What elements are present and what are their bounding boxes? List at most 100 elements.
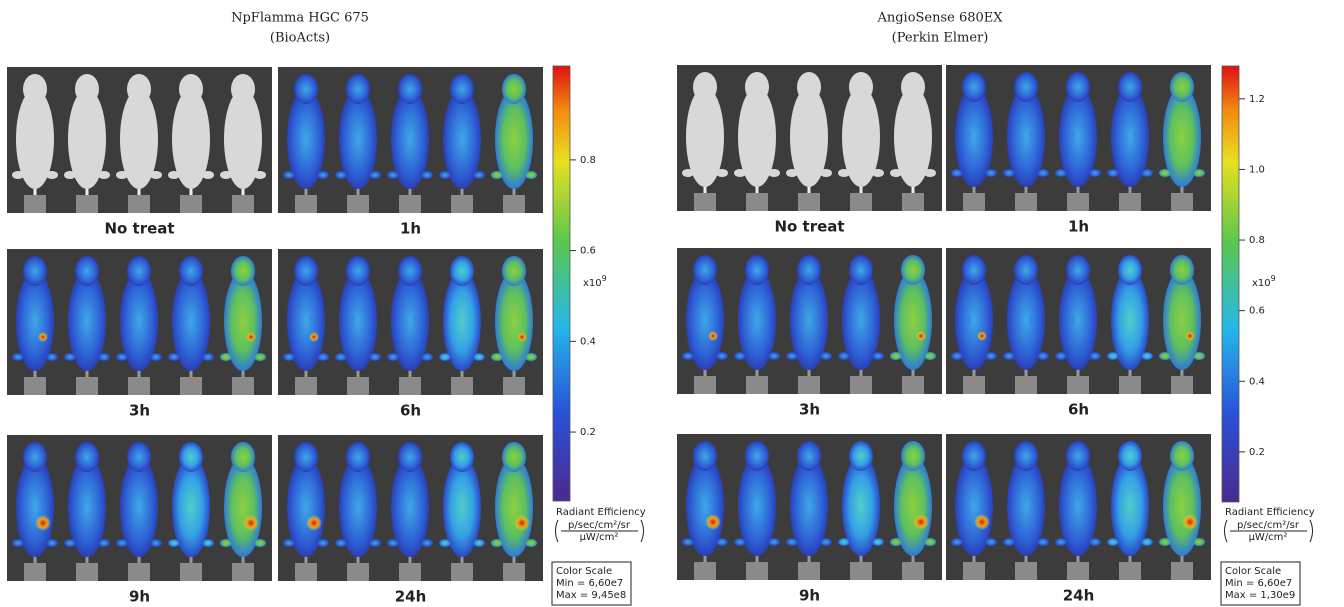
image-tile xyxy=(7,435,272,581)
colorbar-tick-label: 0.8 xyxy=(1249,235,1265,246)
pedestal xyxy=(746,193,768,211)
mouse-head xyxy=(1014,441,1038,471)
mouse-paw xyxy=(734,352,746,360)
mouse-body xyxy=(1111,87,1149,187)
mouse-head xyxy=(450,256,474,286)
mouse-paw xyxy=(116,353,128,361)
mouse-head xyxy=(901,441,925,471)
mouse-body xyxy=(738,87,776,187)
mouse-head xyxy=(849,255,873,285)
mouse-head xyxy=(502,256,526,286)
mouse-head xyxy=(294,74,318,104)
colorbar-label: Radiant Efficiency xyxy=(556,507,646,518)
mouse-head xyxy=(693,441,717,471)
mouse-head xyxy=(179,256,203,286)
mouse-head xyxy=(231,442,255,472)
multiplier-exponent: 9 xyxy=(602,274,607,283)
mouse-paw xyxy=(387,171,399,179)
mouse-paw xyxy=(768,538,780,546)
hot-spot xyxy=(1182,514,1198,530)
tile-label: 1h xyxy=(400,220,421,238)
hot-spot xyxy=(977,331,987,341)
mouse-head xyxy=(849,441,873,471)
mouse-paw xyxy=(387,353,399,361)
mouse-paw xyxy=(1003,538,1015,546)
mouse-paw xyxy=(820,169,832,177)
mouse-paw xyxy=(46,353,58,361)
pedestal xyxy=(1067,376,1089,394)
mouse-head xyxy=(127,442,151,472)
mouse-paw xyxy=(150,353,162,361)
pedestal xyxy=(746,376,768,394)
panel-title: NpFlamma HGC 675 xyxy=(231,11,369,26)
mouse-paw xyxy=(525,171,537,179)
mouse-head xyxy=(398,442,422,472)
mouse-paw xyxy=(525,539,537,547)
mouse-paw xyxy=(1193,538,1205,546)
mouse-paw xyxy=(116,539,128,547)
colorbar-tick-label: 0.4 xyxy=(580,336,596,347)
mouse-body xyxy=(738,456,776,556)
pedestal xyxy=(694,562,716,580)
mouse-paw xyxy=(369,171,381,179)
mouse-head xyxy=(797,255,821,285)
mouse-head xyxy=(1066,72,1090,102)
mouse-paw xyxy=(1055,352,1067,360)
mouse-paw xyxy=(1089,538,1101,546)
mouse-body xyxy=(339,271,377,371)
pedestal xyxy=(295,563,317,581)
mouse-paw xyxy=(46,539,58,547)
pedestal xyxy=(850,562,872,580)
mouse-body xyxy=(172,271,210,371)
mouse-paw xyxy=(254,171,266,179)
pedestal xyxy=(180,563,202,581)
mouse-body xyxy=(224,457,262,557)
color-scale-title: Color Scale xyxy=(556,566,612,577)
mouse-head xyxy=(745,255,769,285)
pedestal xyxy=(746,562,768,580)
mouse-paw xyxy=(786,538,798,546)
mouse-body xyxy=(16,89,54,189)
image-tile xyxy=(946,65,1211,211)
mouse-paw xyxy=(716,538,728,546)
mouse-paw xyxy=(1037,169,1049,177)
pedestal xyxy=(128,195,150,213)
mouse-paw xyxy=(421,353,433,361)
mouse-body xyxy=(955,456,993,556)
mouse-head xyxy=(962,72,986,102)
hot-spot xyxy=(974,514,990,530)
mouse-paw xyxy=(682,538,694,546)
mouse-paw xyxy=(890,169,902,177)
mouse-paw xyxy=(98,353,110,361)
mouse-body xyxy=(1111,456,1149,556)
pedestal xyxy=(24,377,46,395)
mouse-paw xyxy=(985,169,997,177)
unit-denominator: µW/cm² xyxy=(580,532,619,543)
mouse-paw xyxy=(491,353,503,361)
mouse-head xyxy=(231,74,255,104)
pedestal xyxy=(694,376,716,394)
mouse-paw xyxy=(890,352,902,360)
mouse-paw xyxy=(820,538,832,546)
colorbar-tick-label: 0.2 xyxy=(580,427,596,438)
tile-label: 1h xyxy=(1068,218,1089,236)
mouse-body xyxy=(1163,456,1201,556)
mouse-body xyxy=(287,89,325,189)
color-scale-min: Min = 6,60e7 xyxy=(1225,578,1292,589)
mouse-body xyxy=(120,271,158,371)
mouse-paw xyxy=(1159,538,1171,546)
hot-spot xyxy=(913,514,929,530)
mouse-paw xyxy=(421,539,433,547)
pedestal xyxy=(963,562,985,580)
mouse-paw xyxy=(924,352,936,360)
mouse-body xyxy=(391,271,429,371)
image-tile xyxy=(7,67,272,213)
mouse-paw xyxy=(924,169,936,177)
image-tile xyxy=(7,249,272,395)
mouse-paw xyxy=(872,169,884,177)
mouse-paw xyxy=(491,539,503,547)
hot-spot xyxy=(38,332,48,342)
mouse-body xyxy=(1163,270,1201,370)
mouse-paw xyxy=(786,169,798,177)
mouse-paw xyxy=(202,353,214,361)
